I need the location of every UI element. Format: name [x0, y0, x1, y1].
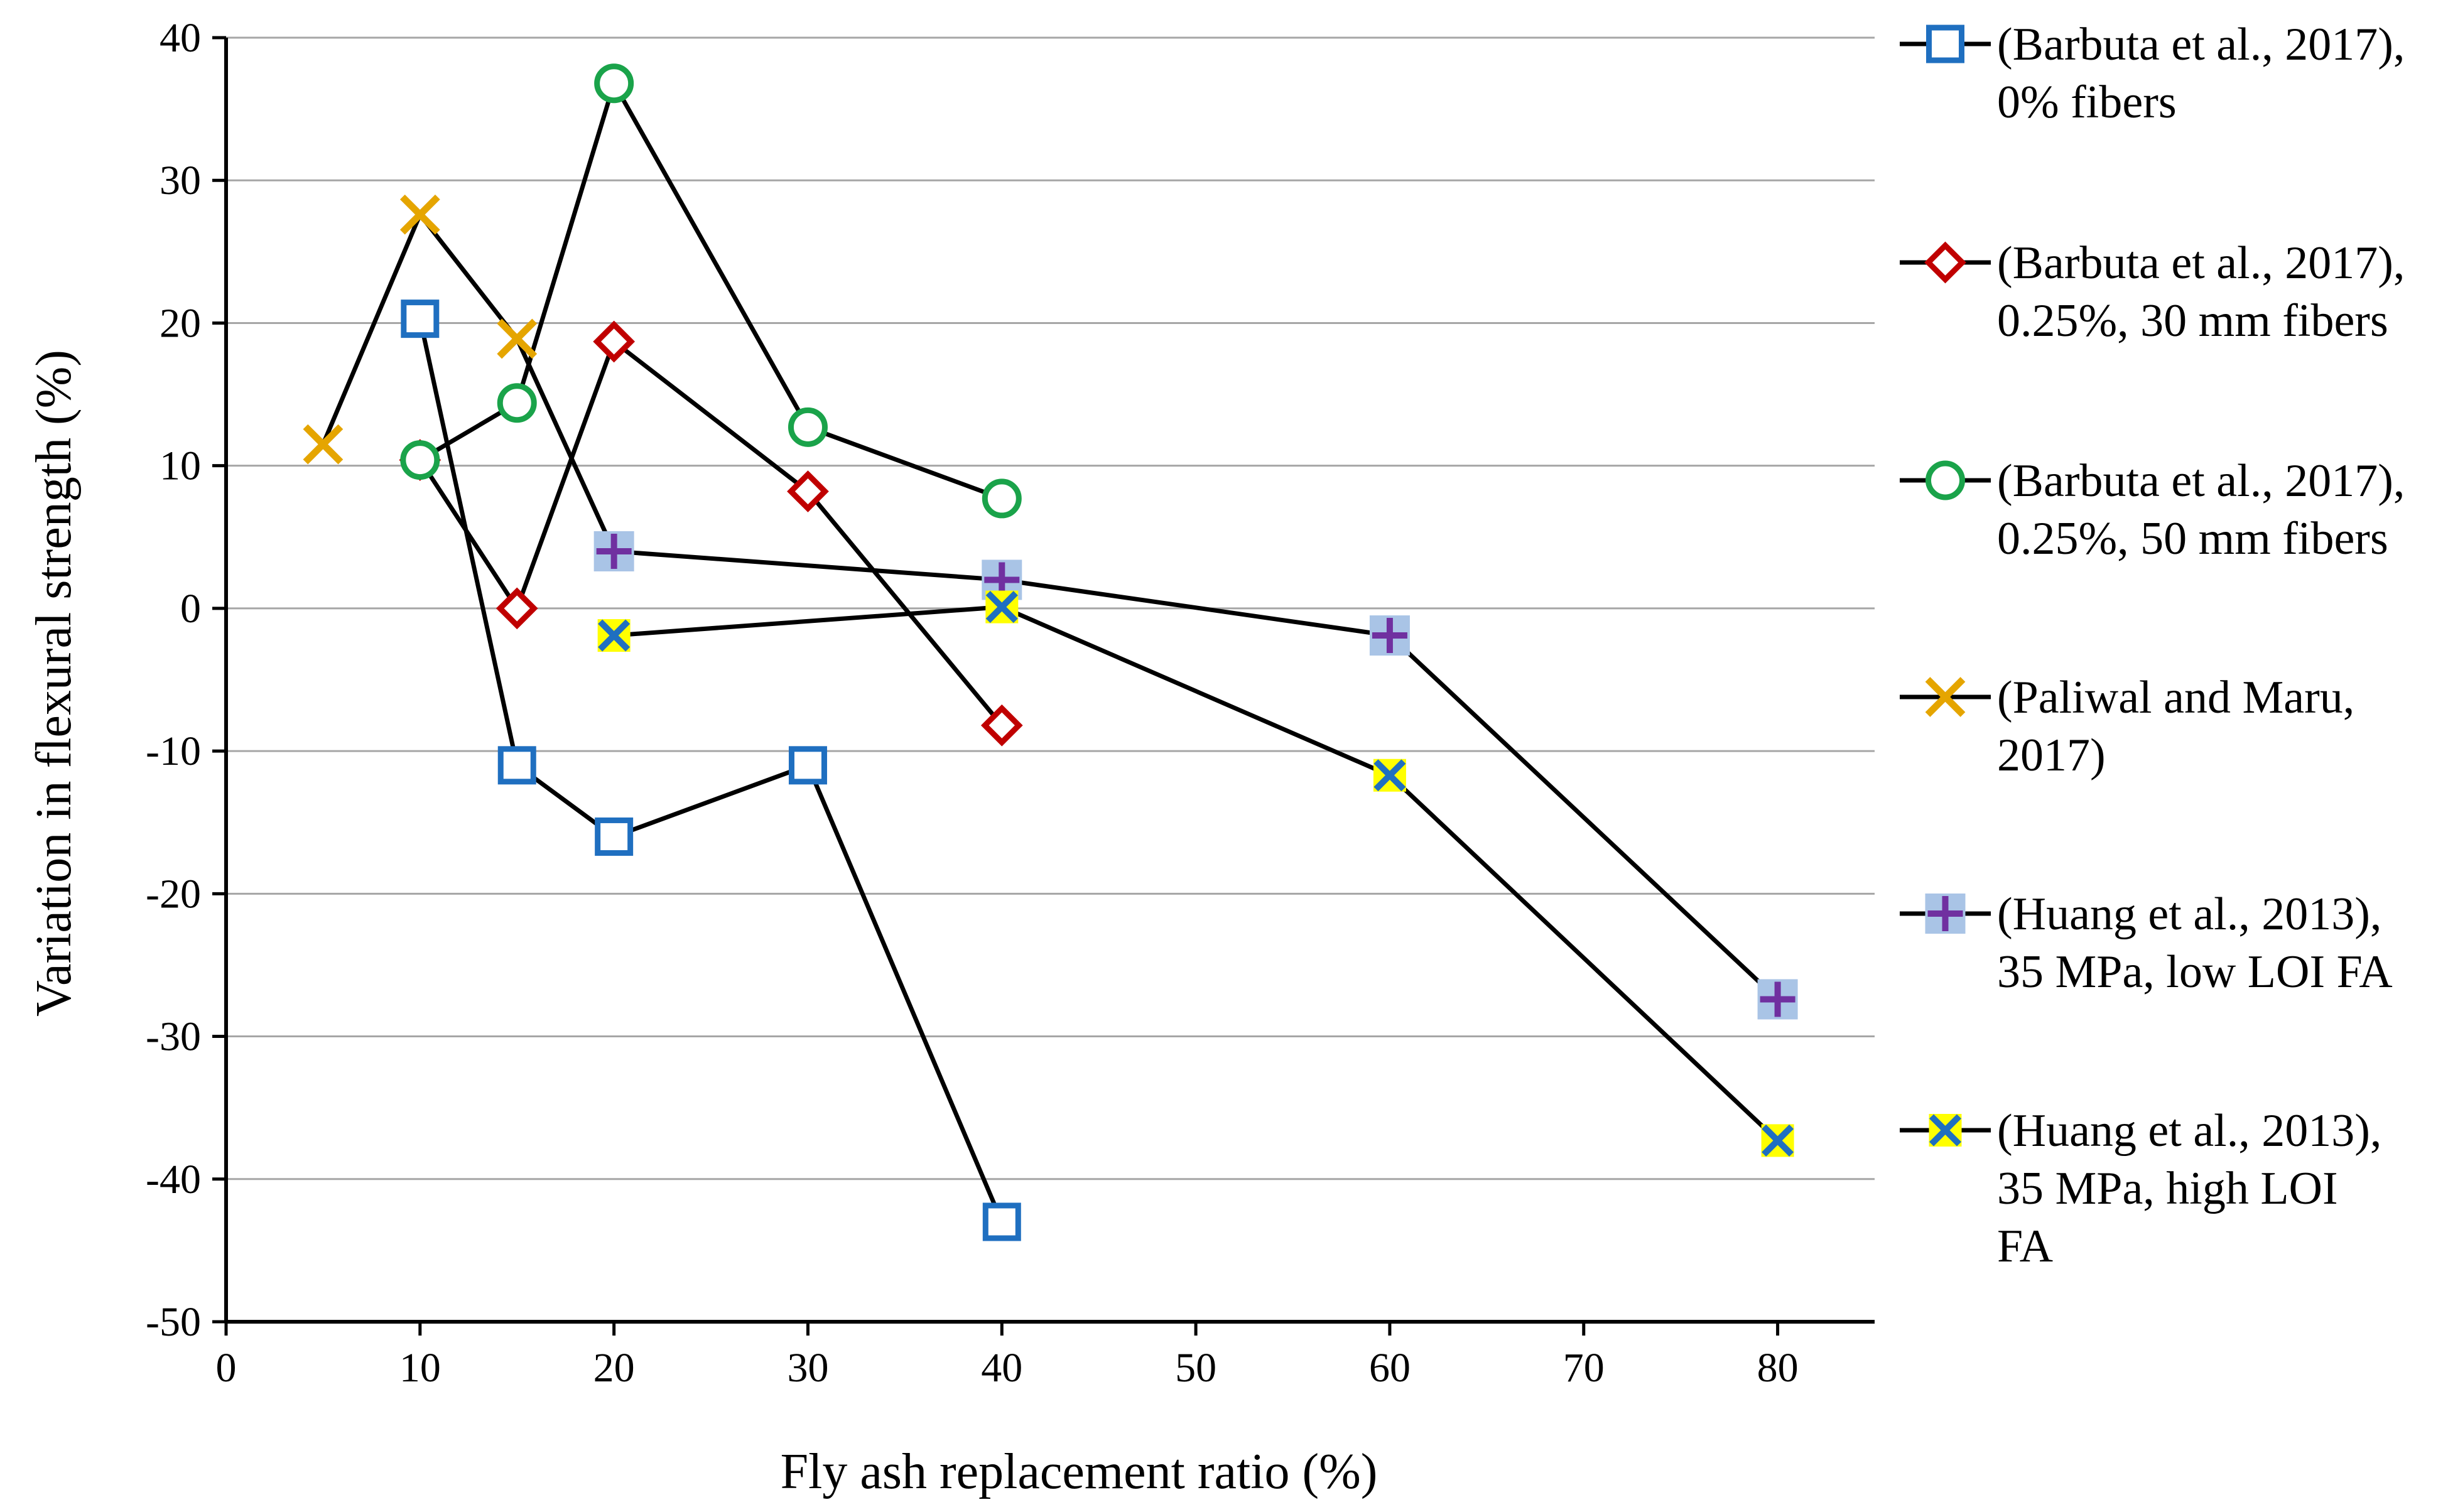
series-5 — [614, 549, 1779, 1002]
legend-label: 0% fibers — [1997, 77, 2177, 128]
data-point — [597, 619, 631, 652]
y-tick-label: -30 — [146, 1014, 201, 1060]
data-point — [1757, 979, 1798, 1020]
legend-marker — [1929, 1114, 1962, 1147]
x-tick-label: 60 — [1369, 1345, 1411, 1391]
data-point — [1761, 1124, 1794, 1157]
x-axis-title: Fly ash replacement ratio (%) — [781, 1444, 1378, 1499]
legend-label: (Huang et al., 2013), — [1997, 1105, 2381, 1157]
legend: (Barbuta et al., 2017),0% fibers(Barbuta… — [1900, 19, 2405, 1272]
data-point — [980, 704, 1023, 747]
legend-label: 35 MPa, low LOI FA — [1997, 946, 2393, 998]
series-1-points — [401, 300, 1021, 1241]
y-tick-label: -40 — [146, 1157, 201, 1202]
legend-marker — [1924, 241, 1966, 284]
series-layer — [303, 63, 1798, 1241]
data-point — [399, 194, 440, 235]
legend-label: 0.25%, 30 mm fibers — [1997, 295, 2388, 347]
legend-label: (Barbuta et al., 2017), — [1997, 455, 2405, 507]
legend-label: 35 MPa, high LOI — [1997, 1163, 2338, 1214]
data-point — [593, 531, 634, 571]
x-tick-label: 10 — [399, 1345, 441, 1391]
data-point — [497, 318, 538, 359]
legend-entry-3: (Barbuta et al., 2017), 0.25%, 50 mm fibe… — [1900, 455, 2405, 564]
series-line — [321, 212, 616, 553]
data-point — [787, 470, 829, 512]
y-tick-label: 30 — [160, 158, 201, 203]
data-point — [788, 746, 827, 785]
legend-label: 2017) — [1997, 730, 2106, 781]
legend-entry-5: (Huang et al., 2013), 35 MPa, low LOI FA — [1900, 888, 2393, 998]
legend-label: FA — [1997, 1221, 2053, 1272]
series-4 — [321, 212, 616, 553]
y-tick-label: 0 — [180, 586, 201, 632]
data-point — [982, 1202, 1021, 1241]
legend-label: (Barbuta et al., 2017), — [1997, 237, 2405, 289]
data-point — [497, 746, 536, 785]
series-3 — [419, 81, 1003, 501]
legend-label: 0.25%, 50 mm fibers — [1997, 513, 2388, 564]
y-tick-label: -10 — [146, 728, 201, 774]
legend-label: (Barbuta et al., 2017), — [1997, 19, 2405, 70]
series-4-points — [303, 194, 634, 571]
x-tick-label: 20 — [593, 1345, 635, 1391]
data-point — [401, 300, 440, 338]
data-point — [400, 440, 440, 480]
series-6-points — [597, 590, 1794, 1157]
series-6 — [614, 605, 1779, 1142]
data-point — [595, 817, 634, 856]
legend-entry-4: (Paliwal and Maru, 2017) — [1900, 672, 2354, 781]
x-tick-label: 0 — [216, 1345, 237, 1391]
data-point — [788, 407, 828, 447]
data-point — [594, 63, 634, 104]
y-tick-label: 10 — [160, 443, 201, 489]
y-tick-label: 40 — [160, 15, 201, 61]
legend-marker — [1926, 24, 1964, 63]
series-3-points — [400, 63, 1022, 519]
axes — [212, 36, 1875, 1336]
legend-marker — [1925, 460, 1965, 500]
x-tick-label: 30 — [787, 1345, 828, 1391]
data-point — [1369, 615, 1410, 656]
data-point — [985, 590, 1019, 624]
data-point — [593, 320, 636, 363]
x-tick-label: 80 — [1757, 1345, 1799, 1391]
legend-marker — [1925, 677, 1966, 717]
data-point — [982, 478, 1022, 519]
legend-label: (Huang et al., 2013), — [1997, 888, 2381, 940]
legend-label: (Paliwal and Maru, — [1997, 672, 2354, 723]
tick-labels: 40 30 20 10 0 -10 -20 -30 -40 -50 0 10 20 30 40 50 60 70 8… — [146, 15, 1799, 1391]
series-line — [419, 81, 1003, 501]
data-point — [303, 424, 344, 465]
y-axis-title: Variation in flexural strength (%) — [26, 350, 82, 1017]
y-tick-label: 20 — [160, 300, 201, 346]
grid-lines — [226, 36, 1875, 1180]
series-line — [614, 549, 1779, 1002]
data-point — [1373, 759, 1406, 792]
x-tick-label: 70 — [1563, 1345, 1605, 1391]
legend-entry-1: (Barbuta et al., 2017), 0% fibers — [1900, 19, 2405, 128]
series-line — [614, 605, 1779, 1142]
x-tick-label: 40 — [981, 1345, 1022, 1391]
legend-entry-2: (Barbuta et al., 2017), 0.25%, 30 mm fibe… — [1900, 237, 2405, 347]
y-tick-label: -50 — [146, 1299, 201, 1345]
data-point — [497, 383, 537, 423]
legend-entry-6: (Huang et al., 2013), 35 MPa, high LOI FA — [1900, 1105, 2381, 1272]
legend-marker — [1925, 894, 1966, 934]
data-point — [496, 587, 538, 630]
series-2-points — [399, 320, 1023, 747]
y-tick-label: -20 — [146, 871, 201, 917]
x-tick-label: 50 — [1175, 1345, 1216, 1391]
